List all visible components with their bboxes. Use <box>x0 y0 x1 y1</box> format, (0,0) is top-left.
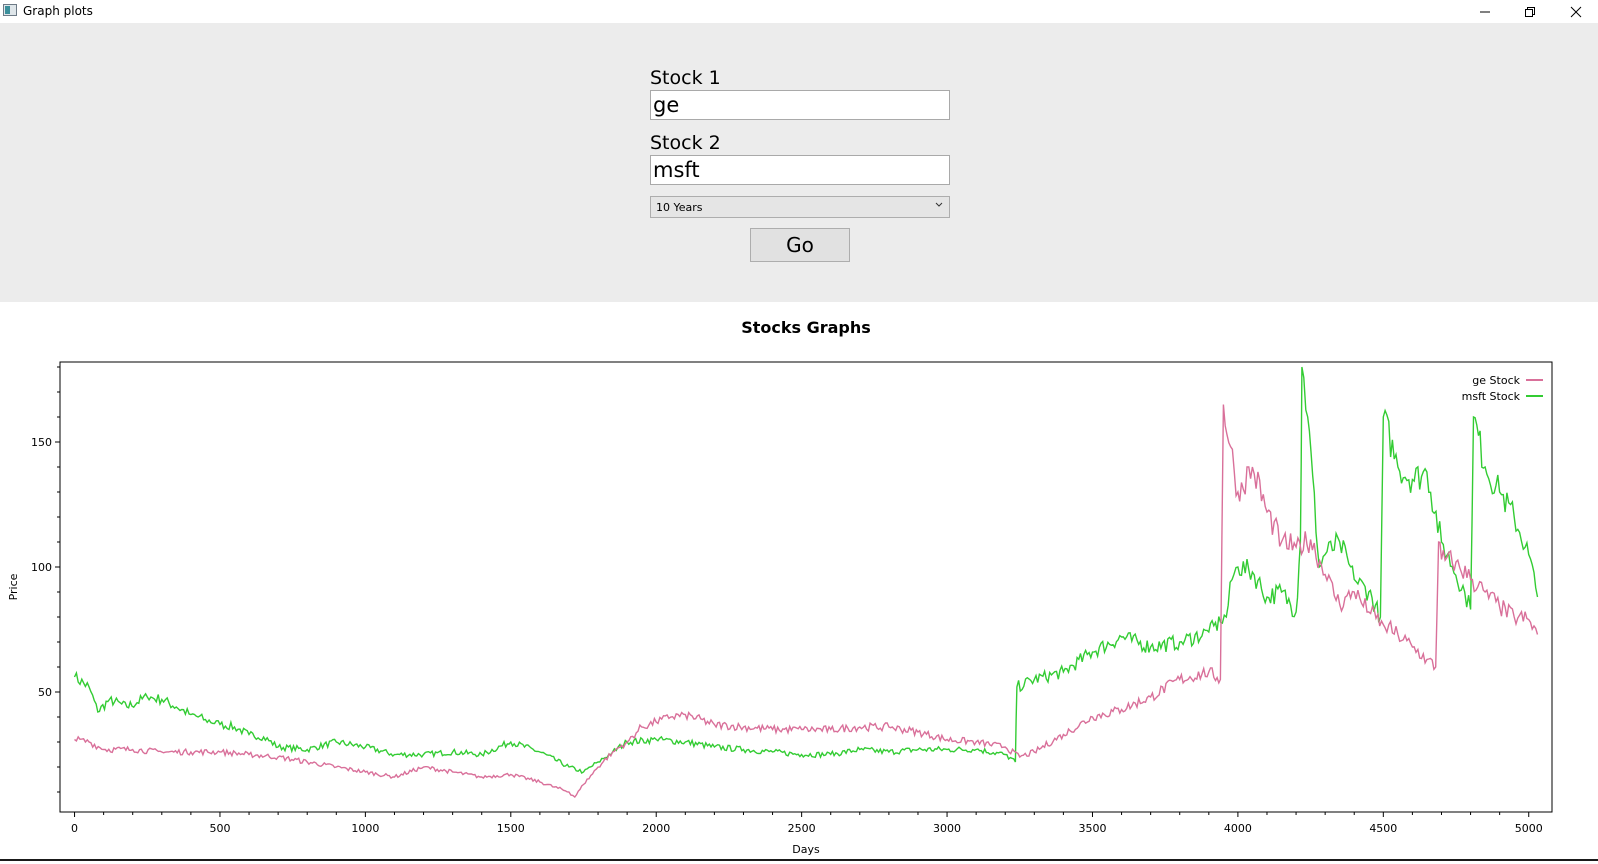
x-tick-label: 1500 <box>497 822 525 835</box>
x-axis-label: Days <box>792 843 820 856</box>
restore-icon <box>1524 6 1535 17</box>
plot-frame <box>59 361 1553 813</box>
x-tick-label: 4500 <box>1369 822 1397 835</box>
chart-area: Stocks Graphs 0 500 1000 1500 2000 2500 3000 35… <box>0 302 1598 859</box>
series-lines <box>73 366 1539 798</box>
minimize-icon <box>1479 11 1490 12</box>
close-button[interactable] <box>1553 0 1598 23</box>
y-tick-label: 50 <box>38 686 52 699</box>
control-panel: Stock 1 Stock 2 <box>0 23 1598 302</box>
stock2-label: Stock 2 <box>650 132 721 154</box>
chart-title: Stocks Graphs <box>741 318 871 337</box>
period-select[interactable]: 10 Years <box>650 196 950 218</box>
go-button[interactable]: Go <box>750 228 850 262</box>
axis-ticks: 0 500 1000 1500 2000 2500 3000 3500 4000 4500 5000… <box>31 366 1543 835</box>
stocks-chart: Stocks Graphs 0 500 1000 1500 2000 2500 3000 35… <box>7 318 1553 856</box>
chart-legend: ge Stock msft Stock <box>1462 374 1543 403</box>
title-bar: Graph plots <box>0 0 1598 23</box>
legend-label: msft Stock <box>1462 390 1521 403</box>
stock1-input[interactable] <box>650 90 950 120</box>
x-tick-label: 3000 <box>933 822 961 835</box>
x-tick-label: 2500 <box>788 822 816 835</box>
legend-label: ge Stock <box>1472 374 1520 387</box>
x-tick-label: 1000 <box>351 822 379 835</box>
stock2-input[interactable] <box>650 155 950 185</box>
period-select-value: 10 Years <box>656 201 703 214</box>
x-tick-label: 4000 <box>1224 822 1252 835</box>
x-tick-label: 0 <box>71 822 78 835</box>
y-axis-label: Price <box>7 573 20 600</box>
minimize-button[interactable] <box>1462 0 1507 23</box>
y-tick-label: 100 <box>31 561 52 574</box>
window-title: Graph plots <box>23 4 93 18</box>
x-tick-label: 3500 <box>1078 822 1106 835</box>
close-icon <box>1570 6 1581 17</box>
x-tick-label: 2000 <box>642 822 670 835</box>
x-tick-label: 500 <box>209 822 230 835</box>
chevron-down-icon <box>935 202 943 207</box>
x-tick-label: 5000 <box>1515 822 1543 835</box>
series-line <box>74 404 1539 798</box>
window-bottom-border <box>0 859 1598 861</box>
stock1-label: Stock 1 <box>650 67 721 89</box>
app-icon <box>3 4 17 16</box>
y-tick-label: 150 <box>31 436 52 449</box>
restore-button[interactable] <box>1507 0 1552 23</box>
series-line <box>73 366 1539 774</box>
